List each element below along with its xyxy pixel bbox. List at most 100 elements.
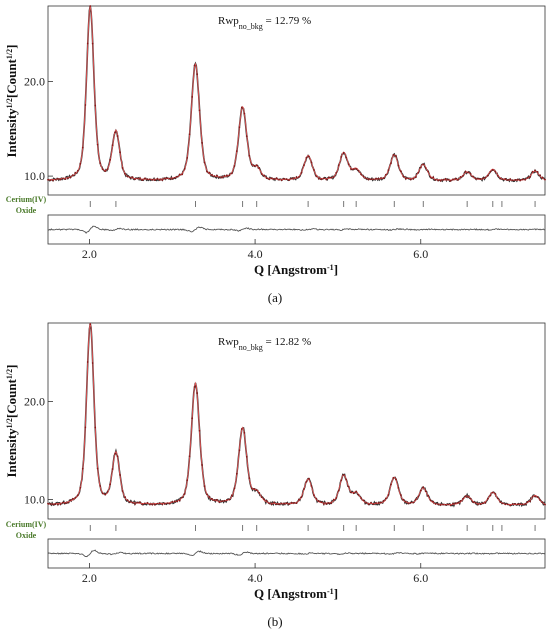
observed-point bbox=[404, 177, 407, 180]
observed-point bbox=[240, 428, 243, 430]
observed-point bbox=[531, 495, 534, 498]
difference-series-a bbox=[47, 225, 546, 234]
observed-point bbox=[342, 473, 345, 476]
observed-point bbox=[151, 503, 154, 506]
observed-point bbox=[409, 501, 412, 504]
observed-point bbox=[213, 175, 216, 178]
observed-point bbox=[235, 472, 238, 475]
observed-point bbox=[293, 177, 295, 179]
observed-point bbox=[454, 177, 457, 180]
y-label-text-a: Intensity bbox=[4, 108, 19, 158]
observed-point bbox=[397, 486, 400, 489]
observed-point bbox=[186, 479, 189, 482]
observed-point bbox=[228, 498, 231, 501]
observed-point bbox=[335, 171, 338, 174]
phase-label-b-line1: Cerium(IV) bbox=[6, 520, 47, 529]
observed-point bbox=[387, 493, 390, 496]
observed-point bbox=[327, 502, 330, 505]
observed-point bbox=[479, 503, 482, 506]
observed-point bbox=[382, 500, 385, 502]
observed-point bbox=[469, 172, 472, 175]
observed-point bbox=[534, 169, 536, 172]
observed-point bbox=[385, 173, 387, 176]
calculated-series-a bbox=[47, 6, 546, 181]
observed-point bbox=[298, 498, 300, 501]
observed-point bbox=[163, 503, 166, 505]
x-label-text-a: Q [Angstrom bbox=[254, 262, 327, 277]
x-label-sup-b: -1 bbox=[327, 587, 334, 596]
rwp-annotation-a: Rwpno_bkg = 12.79 % bbox=[218, 15, 311, 31]
observed-point bbox=[524, 178, 527, 181]
observed-point bbox=[255, 164, 258, 167]
observed-point bbox=[280, 502, 283, 505]
panel-label-a: (a) bbox=[268, 290, 282, 305]
observed-point bbox=[469, 497, 472, 500]
y-label-mid-b: [Count bbox=[4, 378, 19, 418]
observed-point bbox=[126, 175, 129, 178]
observed-point bbox=[494, 493, 497, 495]
rwp-text-a: Rwp bbox=[218, 15, 239, 27]
observed-point bbox=[243, 431, 246, 434]
phase-label-b-line2: Oxide bbox=[16, 531, 37, 540]
reflection-markers-b bbox=[89, 525, 536, 531]
observed-point bbox=[330, 176, 333, 179]
observed-point bbox=[76, 170, 79, 172]
observed-point bbox=[347, 163, 350, 166]
main-plot-frame-b bbox=[47, 322, 546, 520]
observed-point bbox=[327, 176, 330, 179]
observed-point bbox=[216, 498, 218, 501]
x-label-text-b: Q [Angstrom bbox=[254, 586, 327, 601]
observed-point bbox=[516, 178, 519, 181]
observed-point bbox=[91, 42, 94, 45]
observed-point bbox=[382, 177, 385, 180]
observed-point bbox=[419, 489, 422, 492]
observed-point bbox=[283, 177, 285, 180]
x-axis-ticks-a: 2.0 4.0 6.0 bbox=[82, 239, 428, 261]
observed-point bbox=[188, 133, 191, 136]
observed-point bbox=[509, 178, 512, 181]
observed-point bbox=[124, 172, 126, 175]
observed-point bbox=[278, 503, 281, 506]
observed-point bbox=[519, 502, 522, 505]
observed-point bbox=[263, 498, 266, 501]
observed-point bbox=[96, 467, 99, 470]
observed-point bbox=[263, 174, 266, 177]
observed-point bbox=[399, 494, 402, 496]
observed-point bbox=[129, 176, 131, 179]
observed-point bbox=[144, 177, 146, 180]
observed-series-b bbox=[47, 323, 546, 508]
observed-point bbox=[365, 177, 367, 180]
observed-point bbox=[506, 503, 509, 506]
observed-point bbox=[146, 502, 149, 504]
y-tick-label: 10.0 bbox=[24, 169, 45, 183]
observed-point bbox=[203, 485, 206, 488]
observed-point bbox=[357, 169, 360, 172]
observed-point bbox=[504, 503, 507, 506]
observed-point bbox=[429, 176, 432, 179]
observed-point bbox=[285, 178, 288, 181]
observed-point bbox=[158, 502, 161, 505]
observed-point bbox=[139, 501, 141, 504]
observed-point bbox=[258, 492, 261, 494]
observed-point bbox=[206, 170, 208, 173]
observed-point bbox=[69, 499, 72, 501]
observed-point bbox=[245, 455, 248, 458]
observed-point bbox=[459, 499, 462, 502]
observed-point bbox=[57, 177, 59, 180]
observed-point bbox=[484, 176, 487, 179]
observed-point bbox=[380, 501, 382, 504]
observed-point bbox=[457, 501, 459, 504]
observed-point bbox=[350, 168, 353, 171]
observed-point bbox=[270, 503, 273, 506]
observed-point bbox=[283, 502, 285, 505]
observed-point bbox=[298, 176, 300, 178]
observed-point bbox=[352, 492, 355, 495]
observed-point bbox=[496, 174, 499, 177]
observed-point bbox=[491, 169, 494, 171]
observed-point bbox=[464, 495, 467, 498]
observed-point bbox=[486, 174, 489, 177]
observed-point bbox=[114, 452, 116, 455]
observed-point bbox=[454, 502, 457, 505]
observed-point bbox=[221, 176, 223, 179]
observed-point bbox=[345, 156, 348, 159]
